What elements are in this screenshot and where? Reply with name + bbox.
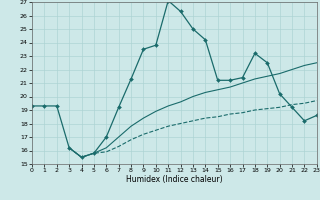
X-axis label: Humidex (Indice chaleur): Humidex (Indice chaleur) [126, 175, 223, 184]
